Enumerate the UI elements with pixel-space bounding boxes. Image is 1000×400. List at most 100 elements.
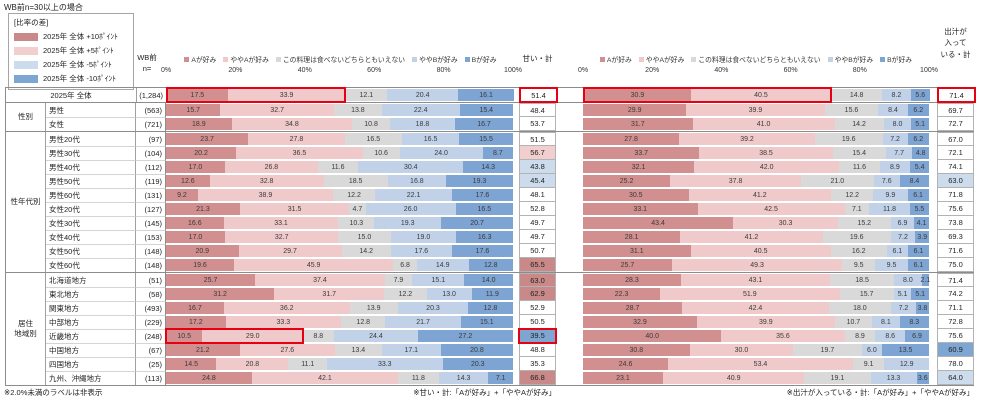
bar-segment: 15.6 — [824, 104, 879, 116]
total-cell: 49.7 — [519, 230, 556, 244]
bar: 16.7 36.2 13.9 20.3 12.8 — [166, 302, 513, 314]
segment-value: 41.2 — [744, 233, 759, 241]
group-rows: 男性20代 (97) 23.7 27.8 16.5 16.5 15.5 51.5 27.8 39.… — [46, 132, 974, 272]
segment-value: 27.8 — [289, 135, 304, 143]
segment-value: 39.9 — [748, 106, 763, 114]
legend-swatch — [599, 56, 605, 62]
diff-legend-title: [比率の差] — [14, 18, 49, 27]
sample-size: (67) — [136, 343, 166, 357]
bar-segment: 8.6 — [875, 330, 906, 342]
bar-segment: 5.1 — [911, 118, 929, 130]
total-cell: 39.5 — [518, 328, 557, 344]
series-legend-label: ややAが好み — [230, 57, 269, 64]
total-cell: 52.9 — [519, 301, 556, 315]
bar-segment: 4.1 — [914, 217, 929, 229]
bar-segment: 31.7 — [583, 118, 693, 130]
segment-value: 3.9 — [917, 233, 928, 241]
bar-segment: 20.3 — [397, 302, 469, 314]
segment-value: 29.9 — [627, 106, 642, 114]
row-group: 居住 地域別 北海道地方 (51) 25.7 37.4 7.9 15.1 14.0 63.0 28… — [6, 273, 974, 386]
sample-size: (493) — [136, 301, 166, 315]
total-cell: 63.0 — [519, 273, 556, 287]
bar-segment: 42.0 — [694, 161, 840, 173]
sample-size: (113) — [136, 371, 166, 385]
segment-value: 9.1 — [863, 360, 874, 368]
segment-value: 24.6 — [618, 360, 633, 368]
segment-value: 16.7 — [188, 304, 202, 312]
bar-segment: 27.8 — [248, 133, 345, 145]
row-label: 女性60代 — [46, 258, 136, 272]
stacked-bar-dashi: 28.3 43.1 18.5 8.0 2.1 — [583, 273, 930, 287]
bar-segment: 15.7 — [166, 104, 221, 116]
segment-value: 6.2 — [913, 135, 924, 143]
segment-value: 41.0 — [756, 120, 771, 128]
segment-value: 33.3 — [276, 318, 291, 326]
series-legend-label: この料理は食べないどちらともいえない — [282, 57, 406, 64]
bar-segment: 17.2 — [166, 316, 226, 328]
segment-value: 12.8 — [356, 318, 371, 326]
bar: 30.8 30.0 19.7 6.0 13.5 — [583, 344, 929, 356]
bar-segment: 30.8 — [583, 344, 690, 356]
bar: 21.3 31.5 4.7 26.0 16.5 — [166, 203, 513, 215]
row-label: 女性20代 — [46, 202, 136, 216]
legend-swatch — [14, 74, 38, 83]
bar-segment: 16.3 — [456, 231, 513, 243]
bar-segment: 37.4 — [255, 274, 385, 286]
bar-segment: 24.6 — [583, 358, 669, 370]
bar-segment: 26.8 — [224, 161, 318, 173]
bar-segment: 14.3 — [438, 372, 489, 384]
stacked-bar-dashi: 30.5 41.2 12.2 9.9 6.1 — [583, 188, 929, 202]
segment-value: 30.8 — [629, 346, 644, 354]
segment-value: 17.6 — [475, 247, 490, 255]
segment-value: 6.0 — [867, 346, 877, 354]
bar: 25.7 49.3 9.5 9.5 6.1 — [583, 259, 929, 271]
table-row: 女性40代 (153) 17.0 32.7 15.0 19.0 16.3 49.7 28.1 41… — [46, 230, 974, 244]
bar: 19.6 45.9 6.8 14.9 12.8 — [166, 259, 513, 271]
stacked-bar-dashi: 31.7 41.0 14.2 8.0 5.1 — [583, 117, 929, 131]
bar-segment: 4.8 — [912, 147, 929, 159]
sample-size: (131) — [136, 188, 166, 202]
segment-value: 13.0 — [442, 290, 456, 298]
segment-value: 53.4 — [753, 360, 768, 368]
bar: 23.1 40.9 19.1 13.3 3.6 — [583, 372, 929, 384]
bar-segment: 23.1 — [583, 372, 663, 384]
stacked-bar-amai: 16.7 36.2 13.9 20.3 12.8 — [166, 301, 513, 315]
bar-segment: 18.5 — [323, 175, 388, 187]
stacked-bar-amai: 20.2 36.5 10.6 24.0 8.7 — [166, 146, 513, 160]
bar-segment: 28.7 — [583, 302, 683, 314]
legend-swatch — [275, 56, 281, 62]
segment-value: 32.7 — [274, 233, 289, 241]
table-row: 中部地方 (229) 17.2 33.3 12.8 21.7 15.1 50.5 32.9 39.… — [46, 315, 974, 329]
axis-tick: 20% — [645, 67, 660, 74]
total-cell: 65.5 — [519, 258, 556, 272]
bar-segment: 13.3 — [870, 372, 917, 384]
total-cell: 71.4 — [937, 273, 974, 287]
legend-swatch — [184, 56, 190, 62]
segment-value: 51.9 — [742, 290, 757, 298]
bar-segment: 33.3 — [327, 358, 443, 370]
segment-value: 25.2 — [619, 177, 634, 185]
bar-segment: 25.7 — [166, 274, 256, 286]
series-legend-label: この料理は食べないどちらともいえない — [698, 57, 821, 64]
bar-segment: 32.8 — [209, 175, 324, 187]
sample-size: (145) — [136, 216, 166, 230]
row-label: 女性30代 — [46, 216, 136, 230]
total-cell: 45.4 — [519, 174, 556, 188]
total-cell: 75.6 — [937, 202, 974, 216]
stacked-bar-amai: 18.9 34.8 10.8 18.8 16.7 — [166, 117, 513, 131]
bar-segment: 20.3 — [442, 358, 513, 370]
segment-value: 5.5 — [914, 205, 925, 213]
wb-n-header: WB前 n= — [137, 53, 157, 74]
bar-segment: 31.1 — [583, 245, 691, 257]
bar: 25.7 37.4 7.9 15.1 14.0 — [166, 274, 513, 286]
group-label: 性別 — [6, 103, 46, 131]
bar-segment: 16.7 — [455, 118, 513, 130]
segment-value: 4.7 — [352, 205, 363, 213]
total-cell: 50.7 — [519, 244, 556, 258]
sample-size: (148) — [136, 244, 166, 258]
series-legend-label: Bが好み — [887, 57, 913, 64]
bar: 32.9 39.9 10.7 8.1 8.3 — [583, 316, 929, 328]
bar-segment: 6.9 — [905, 330, 929, 342]
segment-value: 33.7 — [634, 149, 649, 157]
row-label: 男性50代 — [46, 174, 136, 188]
